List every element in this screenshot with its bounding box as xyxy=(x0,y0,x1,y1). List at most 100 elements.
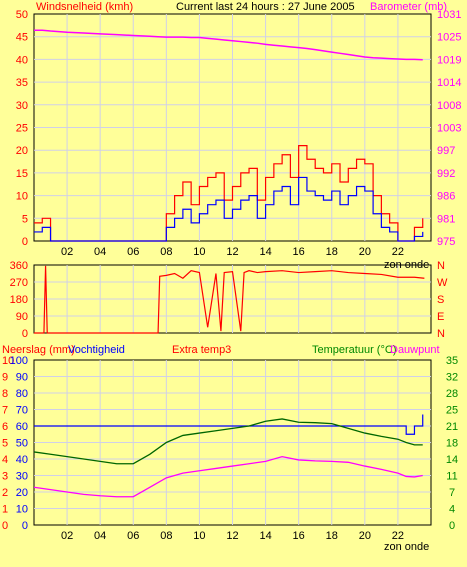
temperature-tick-label: 7 xyxy=(449,487,455,499)
dir-right-letter: N xyxy=(437,260,445,272)
wind-pressure-panel: 5045403530252015105010311025101910141008… xyxy=(16,9,462,258)
humidity-tick-label: 90 xyxy=(16,372,28,384)
top-right-tick-label: 1031 xyxy=(437,9,461,21)
rain-tick-label: 4 xyxy=(2,454,8,466)
top-x-tick-label: 16 xyxy=(293,246,305,258)
top-x-tick-label: 22 xyxy=(392,246,404,258)
top-left-tick-label: 35 xyxy=(16,77,28,89)
top-x-tick-label: 08 xyxy=(160,246,172,258)
extra-temp-title: Extra temp3 xyxy=(172,344,231,356)
dir-left-tick-label: 270 xyxy=(10,277,28,289)
humidity-tick-label: 100 xyxy=(10,355,28,367)
rain-tick-label: 7 xyxy=(2,405,8,417)
bot-x-tick-label: 04 xyxy=(94,530,106,542)
bot-x-tick-label: 10 xyxy=(193,530,205,542)
top-right-tick-label: 992 xyxy=(437,168,455,180)
bot-x-tick-label: 20 xyxy=(359,530,371,542)
temperature-tick-label: 21 xyxy=(446,421,458,433)
barometer-line xyxy=(34,29,423,61)
top-x-tick-label: 04 xyxy=(94,246,106,258)
rain-tick-label: 1 xyxy=(2,504,8,516)
top-left-tick-label: 15 xyxy=(16,168,28,180)
bot-x-tick-label: 02 xyxy=(61,530,73,542)
bot-x-tick-label: 18 xyxy=(326,530,338,542)
top-left-tick-label: 40 xyxy=(16,54,28,66)
humidity-tick-label: 40 xyxy=(16,454,28,466)
bot-x-tick-label: 06 xyxy=(127,530,139,542)
temperature-tick-label: 18 xyxy=(446,438,458,450)
temperature-line xyxy=(33,418,423,465)
dewpoint-line xyxy=(33,455,423,498)
dir-right-letter: S xyxy=(437,294,444,306)
dir-right-letter: N xyxy=(437,328,445,340)
bot-x-tick-label: 22 xyxy=(392,530,404,542)
bot-x-tick-label: 12 xyxy=(226,530,238,542)
header-left-title: Windsnelheid (kmh) xyxy=(36,1,133,13)
top-left-tick-label: 10 xyxy=(16,191,28,203)
rain-tick-label: 0 xyxy=(2,520,8,532)
dir-left-tick-label: 180 xyxy=(10,294,28,306)
humidity-tick-label: 80 xyxy=(16,388,28,400)
bot-x-tick-label: 14 xyxy=(259,530,271,542)
top-left-tick-label: 45 xyxy=(16,32,28,44)
rain-tick-label: 9 xyxy=(2,372,8,384)
bot-x-tick-label: 16 xyxy=(293,530,305,542)
rain-tick-label: 8 xyxy=(2,388,8,400)
rain-tick-label: 5 xyxy=(2,438,8,450)
top-x-tick-label: 06 xyxy=(127,246,139,258)
top-left-tick-label: 5 xyxy=(22,213,28,225)
header-center-title: Current last 24 hours : 27 June 2005 xyxy=(176,1,355,13)
rain-tick-label: 6 xyxy=(2,421,8,433)
dewpoint-title: Dauwpunt xyxy=(390,344,440,356)
temperature-tick-label: 11 xyxy=(446,471,457,483)
temperature-tick-label: 14 xyxy=(446,454,458,466)
top-x-tick-label: 02 xyxy=(61,246,73,258)
top-right-tick-label: 1014 xyxy=(437,77,461,89)
top-x-tick-label: 12 xyxy=(226,246,238,258)
temperature-tick-label: 25 xyxy=(446,405,458,417)
top-right-tick-label: 1025 xyxy=(437,32,461,44)
top-x-tick-label: 10 xyxy=(193,246,205,258)
temperature-title: Temperatuur (°C) xyxy=(312,344,396,356)
top-x-tick-label: 18 xyxy=(326,246,338,258)
rain-tick-label: 2 xyxy=(2,487,8,499)
temperature-tick-label: 0 xyxy=(449,520,455,532)
top-left-tick-label: 20 xyxy=(16,145,28,157)
top-left-tick-label: 25 xyxy=(16,123,28,135)
top-left-tick-label: 50 xyxy=(16,9,28,21)
dir-left-tick-label: 90 xyxy=(16,311,28,323)
temperature-tick-label: 4 xyxy=(449,504,455,516)
temperature-tick-label: 32 xyxy=(446,372,458,384)
temperature-tick-label: 35 xyxy=(446,355,458,367)
humidity-tick-label: 30 xyxy=(16,471,28,483)
humidity-line xyxy=(34,414,424,435)
top-right-tick-label: 975 xyxy=(437,236,455,248)
top-left-tick-label: 0 xyxy=(22,236,28,248)
humidity-tick-label: 20 xyxy=(16,487,28,499)
top-right-tick-label: 1008 xyxy=(437,100,461,112)
dir-left-tick-label: 360 xyxy=(10,260,28,272)
humidity-tick-label: 50 xyxy=(16,438,28,450)
header-right-title: Barometer (mb) xyxy=(370,1,447,13)
dir-left-tick-label: 0 xyxy=(22,328,28,340)
wind-gust-line xyxy=(34,176,424,242)
top-x-tick-label: 20 xyxy=(359,246,371,258)
top-left-tick-label: 30 xyxy=(16,100,28,112)
rain-tick-label: 3 xyxy=(2,471,8,483)
humidity-tick-label: 70 xyxy=(16,405,28,417)
rain-tick-label: 10 xyxy=(2,355,14,367)
wind-direction-line xyxy=(34,265,425,334)
humidity-tick-label: 60 xyxy=(16,421,28,433)
rain-title: Neerslag (mm) xyxy=(2,344,75,356)
dir-right-letter: E xyxy=(437,311,444,323)
top-right-tick-label: 986 xyxy=(437,191,455,203)
top-right-tick-label: 1003 xyxy=(437,123,461,135)
temperature-tick-label: 28 xyxy=(446,388,458,400)
sunset-label-bottom: zon onde xyxy=(384,541,429,553)
top-right-tick-label: 997 xyxy=(437,145,455,157)
top-right-tick-label: 981 xyxy=(437,213,455,225)
top-right-tick-label: 1019 xyxy=(437,54,461,66)
